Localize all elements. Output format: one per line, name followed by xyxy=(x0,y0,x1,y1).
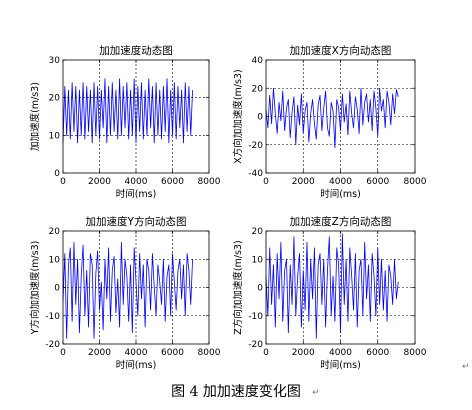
x-tick-label: 4000 xyxy=(329,177,352,187)
chart-panel-4: 0 2000 4000 6000 8000 -20 -10 0 10 20 加加速度Z方向动态图时间… xyxy=(232,215,427,371)
x-axis-label: 时间(ms) xyxy=(320,188,361,200)
y-axis-label: Z方向加加速度(m/s3) xyxy=(232,240,244,334)
y-tick-label: -40 xyxy=(248,169,263,179)
x-tick-label: 6000 xyxy=(161,177,184,187)
y-tick-label: 30 xyxy=(49,56,61,66)
y-tick-label: 20 xyxy=(252,84,264,94)
y-tick-label: 20 xyxy=(252,227,264,237)
y-tick-label: -10 xyxy=(45,312,60,322)
series-line-1 xyxy=(265,233,399,339)
chart-panel-3: 0 2000 4000 6000 8000 -20 -10 0 10 20 加加速度Y方向动态图时间… xyxy=(29,215,221,371)
y-tick-label: -20 xyxy=(45,340,60,350)
x-tick-label: 2000 xyxy=(292,348,315,358)
series-line-1 xyxy=(62,78,193,144)
chart-panel-2: 0 2000 4000 6000 8000 -40 -20 0 20 40 加加速度X方向动态图时间… xyxy=(232,44,427,200)
y-tick-label: 0 xyxy=(54,169,60,179)
figure-caption: 图 4 加加速度变化图 xyxy=(171,384,301,400)
chart-title: 加加速度Z方向动态图 xyxy=(290,215,392,228)
y-tick-label: 0 xyxy=(257,284,263,294)
y-tick-label: 10 xyxy=(49,131,61,141)
series-line-1 xyxy=(265,87,399,148)
x-tick-label: 8000 xyxy=(404,177,427,187)
chart-title: 加加速度动态图 xyxy=(99,44,173,57)
paragraph-mark: ↵ xyxy=(462,362,470,372)
y-tick-label: -10 xyxy=(248,312,263,322)
x-tick-label: 0 xyxy=(60,348,66,358)
chart-title: 加加速度Y方向动态图 xyxy=(86,215,187,228)
x-tick-label: 6000 xyxy=(366,348,389,358)
y-axis-label: X方向加加速度(m/s3) xyxy=(232,69,244,163)
y-tick-label: 20 xyxy=(49,227,61,237)
y-tick-label: 10 xyxy=(252,255,264,265)
y-tick-label: -20 xyxy=(248,141,263,151)
x-tick-label: 4000 xyxy=(329,348,352,358)
y-tick-label: 20 xyxy=(49,94,61,104)
chart-title: 加加速度X方向动态图 xyxy=(290,44,392,57)
x-tick-label: 2000 xyxy=(292,177,315,187)
x-tick-label: 6000 xyxy=(161,348,184,358)
x-tick-label: 8000 xyxy=(198,348,221,358)
x-tick-label: 4000 xyxy=(125,177,148,187)
x-tick-label: 4000 xyxy=(125,348,148,358)
x-tick-label: 2000 xyxy=(88,177,111,187)
series-line-1 xyxy=(62,241,193,339)
y-tick-label: 0 xyxy=(54,284,60,294)
y-axis-label: 加加速度(m/s3) xyxy=(29,82,41,151)
x-tick-label: 8000 xyxy=(198,177,221,187)
x-tick-label: 2000 xyxy=(88,348,111,358)
paragraph-mark: ↵ xyxy=(312,388,320,398)
y-tick-label: -20 xyxy=(248,340,263,350)
x-tick-label: 8000 xyxy=(404,348,427,358)
x-axis-label: 时间(ms) xyxy=(116,188,157,200)
y-tick-label: 10 xyxy=(49,255,61,265)
y-tick-label: 40 xyxy=(252,56,264,66)
x-tick-label: 0 xyxy=(263,348,269,358)
x-tick-label: 0 xyxy=(60,177,66,187)
y-axis-label: Y方向加加速度(m/s3) xyxy=(29,241,41,336)
x-axis-label: 时间(ms) xyxy=(320,359,361,371)
x-tick-label: 6000 xyxy=(366,177,389,187)
x-axis-label: 时间(ms) xyxy=(116,359,157,371)
y-tick-label: 0 xyxy=(257,113,263,123)
x-tick-label: 0 xyxy=(263,177,269,187)
